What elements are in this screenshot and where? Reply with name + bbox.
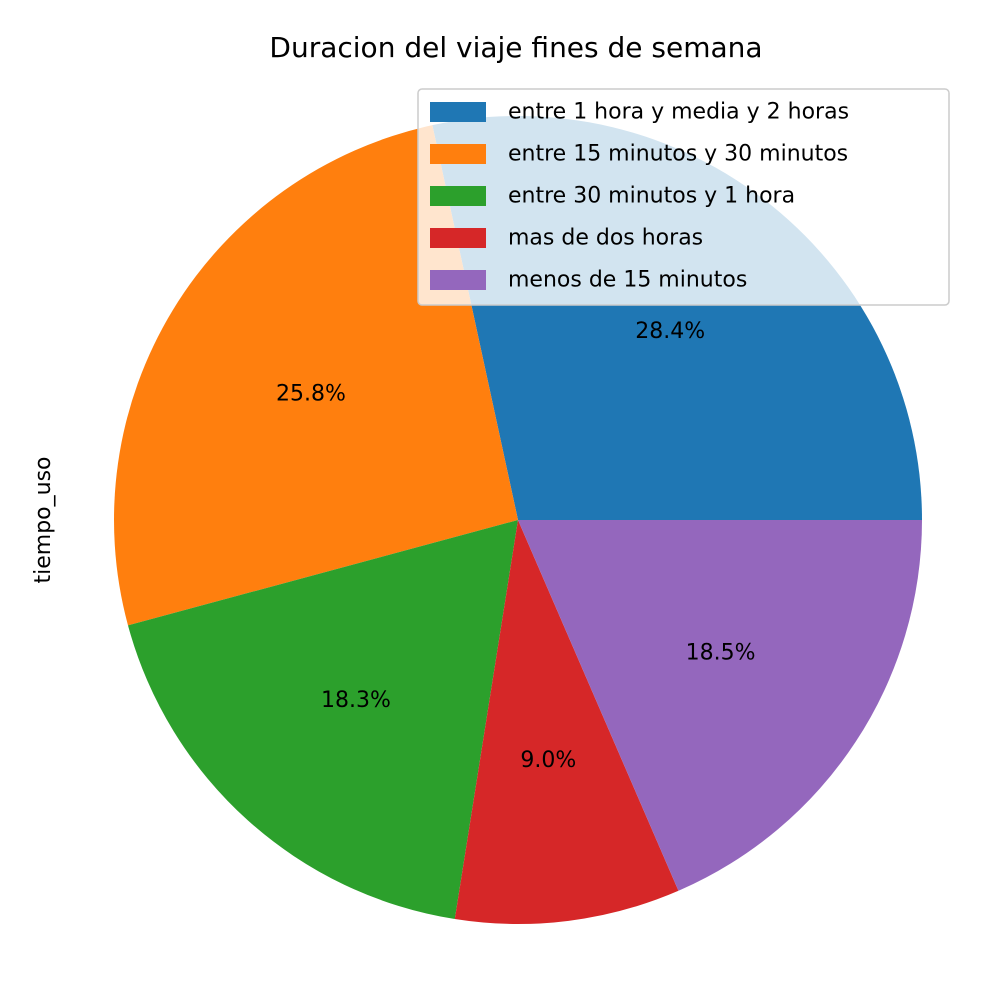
legend-label: mas de dos horas bbox=[508, 226, 703, 251]
pie-slice bbox=[454, 520, 679, 925]
legend-label: menos de 15 minutos bbox=[508, 268, 747, 293]
slice-percent-label: 18.3% bbox=[321, 688, 391, 713]
slice-percent-label: 18.5% bbox=[686, 641, 756, 666]
legend-items: entre 1 hora y media y 2 horas entre 15 m… bbox=[430, 100, 849, 293]
legend-swatch bbox=[430, 186, 486, 206]
slice-percent-label: 9.0% bbox=[520, 748, 576, 773]
pie-slice bbox=[127, 520, 519, 920]
legend-frame bbox=[417, 88, 950, 306]
slice-percent-label: 25.8% bbox=[276, 382, 346, 407]
legend-swatch bbox=[430, 144, 486, 164]
legend-label: entre 30 minutos y 1 hora bbox=[508, 184, 795, 209]
pie-slice bbox=[114, 125, 519, 626]
legend-swatch bbox=[430, 102, 486, 122]
pie-slice bbox=[518, 520, 922, 891]
legend: entre 1 hora y media y 2 horas entre 15 m… bbox=[417, 88, 950, 306]
slice-percent-label: 28.4% bbox=[635, 319, 705, 344]
pie-slices bbox=[114, 115, 922, 925]
legend-swatch bbox=[430, 228, 486, 248]
y-axis-label: tiempo_uso bbox=[31, 457, 56, 584]
chart-title: Duracion del viaje fines de semana bbox=[269, 31, 762, 64]
legend-label: entre 1 hora y media y 2 horas bbox=[508, 100, 849, 125]
pie-percent-labels: 28.4% 25.8% 18.3% 9.0% 18.5% bbox=[276, 319, 756, 773]
legend-label: entre 15 minutos y 30 minutos bbox=[508, 142, 848, 167]
legend-swatch bbox=[430, 270, 486, 290]
